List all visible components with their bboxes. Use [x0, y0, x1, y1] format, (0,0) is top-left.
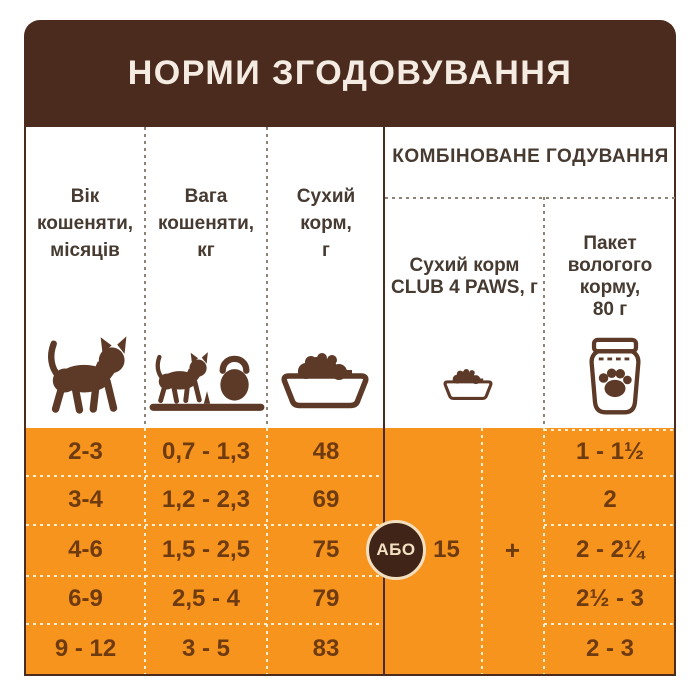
- table-cell-wet: 2: [603, 485, 617, 513]
- table-cell-wet: 2 - 3: [585, 634, 635, 662]
- feeding-table: Вік кошеняти, місяців Вага кошеняти, кг …: [24, 127, 676, 676]
- column-divider: [266, 428, 268, 674]
- data-rows-background: [26, 428, 674, 674]
- row-divider: [544, 475, 676, 477]
- table-cell-dry: 69: [312, 485, 340, 513]
- table-cell-wet: 2 - 2¼: [575, 535, 645, 563]
- table-cell-weight: 0,7 - 1,3: [161, 437, 251, 465]
- combined-header-divider: [385, 197, 676, 199]
- column-header-wet-pack: Пакет вологого корму, 80 г: [567, 233, 653, 320]
- feeding-table-card: НОРМИ ЗГОДОВУВАННЯ Вік кошеняти, місяців…: [24, 20, 676, 676]
- table-cell-age: 4-6: [68, 535, 103, 563]
- column-divider: [144, 428, 146, 674]
- table-cell-weight: 3 - 5: [181, 634, 231, 662]
- combined-dry-grams-value: 15: [433, 536, 460, 563]
- column-divider: [481, 428, 483, 674]
- table-cell-age: 3-4: [68, 485, 103, 513]
- table-cell-dry: 48: [312, 437, 340, 465]
- table-cell-dry: 75: [312, 535, 340, 563]
- row-divider: [544, 429, 676, 431]
- small-food-bowl-icon: [437, 365, 499, 401]
- plus-sign: +: [504, 534, 521, 565]
- table-cell-wet: 2½ - 3: [575, 585, 645, 612]
- column-divider: [266, 127, 268, 428]
- row-divider: [544, 623, 676, 625]
- column-header-weight: Вага кошеняти, кг: [157, 186, 255, 261]
- table-cell-weight: 1,5 - 2,5: [161, 535, 251, 563]
- row-divider: [26, 475, 384, 477]
- wet-food-pouch-paw-icon: [585, 337, 645, 419]
- dry-food-bowl-icon: [270, 346, 380, 410]
- row-divider: [26, 575, 384, 577]
- or-badge: АБО: [366, 520, 426, 580]
- combined-section-separator: [383, 127, 385, 674]
- card-header: НОРМИ ЗГОДОВУВАННЯ: [24, 20, 676, 127]
- table-cell-age: 6-9: [68, 585, 103, 612]
- table-cell-age: 9 - 12: [54, 634, 117, 662]
- kitten-weight-scale-icon: [148, 337, 266, 417]
- column-header-dry: Сухий корм, г: [296, 186, 356, 261]
- row-divider: [26, 524, 384, 526]
- combined-feeding-title: КОМБІНОВАНЕ ГОДУВАННЯ: [392, 146, 669, 167]
- table-cell-weight: 2,5 - 4: [171, 585, 241, 612]
- table-cell-age: 2-3: [68, 437, 103, 465]
- column-divider: [543, 197, 545, 428]
- row-divider: [26, 623, 384, 625]
- column-header-dry-club: Сухий корм CLUB 4 PAWS, г: [391, 255, 538, 298]
- row-divider: [544, 524, 676, 526]
- column-divider: [543, 428, 545, 674]
- table-cell-weight: 1,2 - 2,3: [161, 485, 251, 513]
- table-cell-dry: 79: [312, 585, 340, 612]
- kitten-icon: [39, 333, 131, 417]
- page-title: НОРМИ ЗГОДОВУВАННЯ: [127, 54, 573, 92]
- row-divider: [544, 575, 676, 577]
- table-cell-dry: 83: [312, 634, 340, 662]
- column-header-age: Вік кошеняти, місяців: [36, 186, 134, 261]
- column-divider: [144, 127, 146, 428]
- table-cell-wet: 1 - 1½: [575, 437, 645, 465]
